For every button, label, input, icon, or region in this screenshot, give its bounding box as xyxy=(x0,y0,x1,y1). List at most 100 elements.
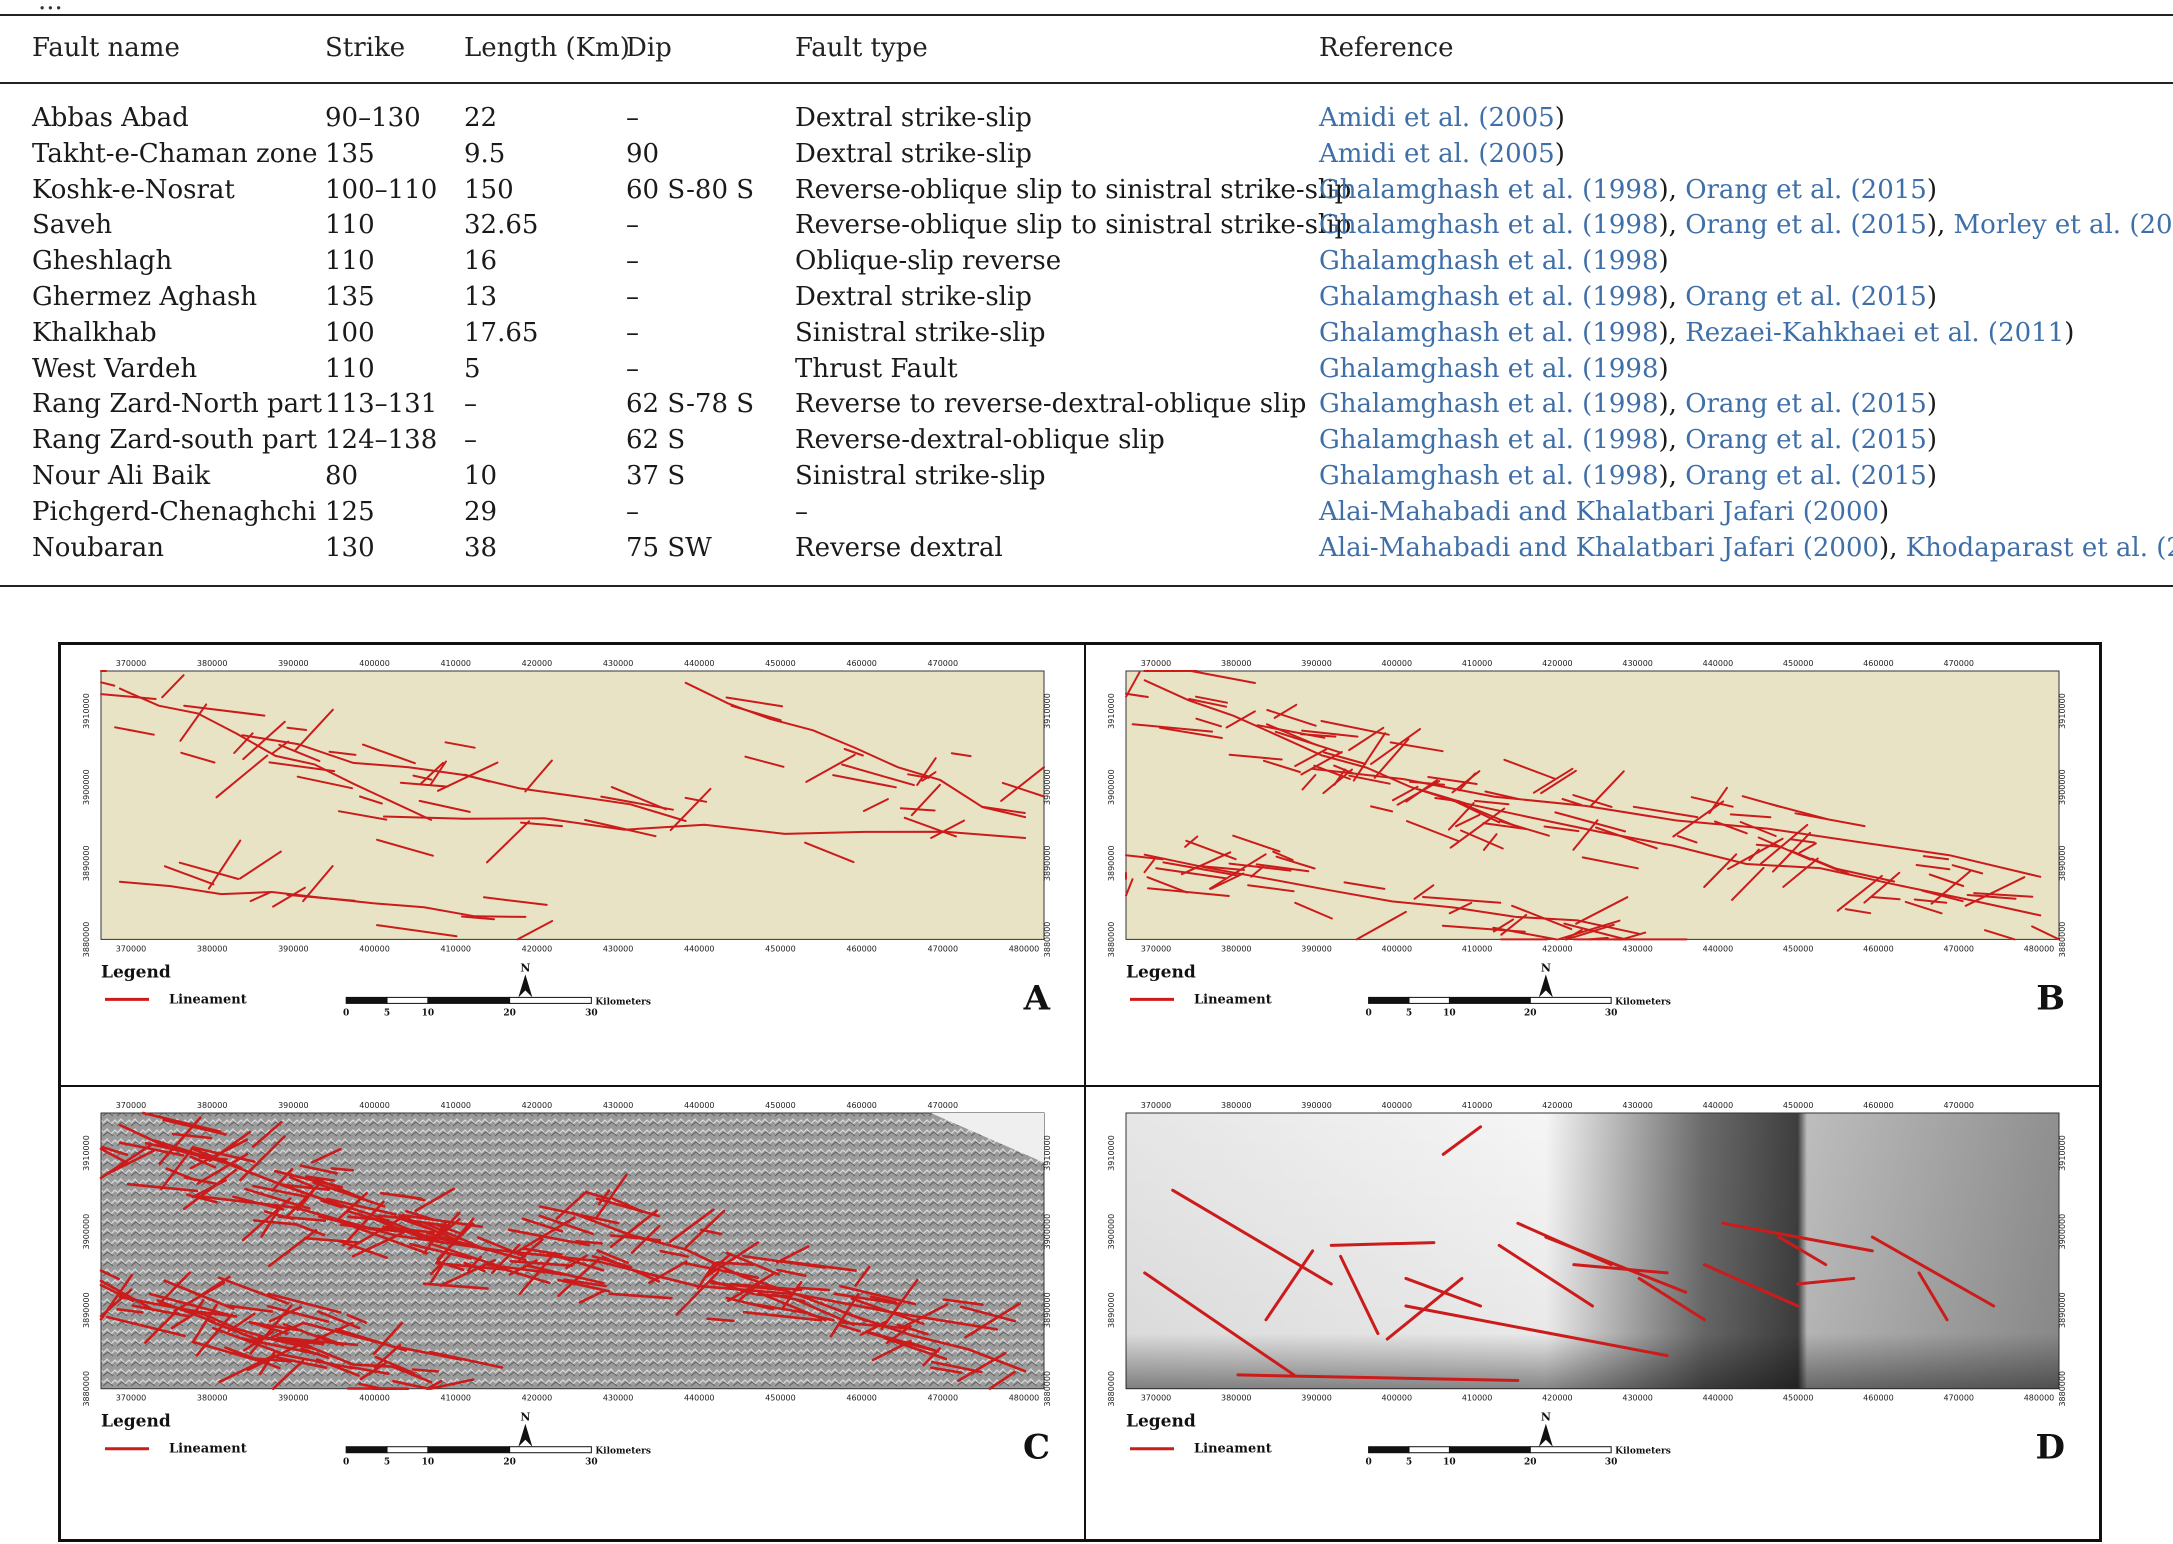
scale-bar-tick: 5 xyxy=(1406,1008,1412,1018)
reference-link[interactable]: Ghalamghash et al. (1998 xyxy=(1319,282,1659,312)
lineament xyxy=(428,1378,475,1391)
lineament xyxy=(1620,931,1647,941)
lineament xyxy=(430,1218,461,1244)
length-cell: 17.65 xyxy=(464,317,539,348)
reference-link[interactable]: Amidi et al. (2005 xyxy=(1319,103,1555,133)
lineament xyxy=(99,1147,130,1165)
lineament xyxy=(726,1272,775,1302)
lineament xyxy=(114,726,155,736)
lineament xyxy=(1370,728,1421,766)
reference-separator: , xyxy=(1889,532,1906,563)
x-tick-label-top: 390000 xyxy=(278,659,309,668)
reference-link[interactable]: Ghalamghash et al. (1998 xyxy=(1319,210,1659,241)
fault-type-cell: Reverse to reverse-dextral-oblique slip xyxy=(795,389,1307,420)
reference-close-paren: ) xyxy=(2064,317,2075,348)
reference-link[interactable]: Orang et al. (2015 xyxy=(1685,425,1927,456)
lineament xyxy=(99,1143,153,1180)
lineament xyxy=(929,1366,963,1375)
lineament xyxy=(315,1358,360,1377)
table-row: Noubaran 130 38 75 SW Reverse dextral Alai-Ma… xyxy=(0,530,2173,566)
reference-link[interactable]: Ghalamghash et al. (1998 xyxy=(1319,389,1659,420)
reference-link[interactable]: Orang et al. (2015 xyxy=(1685,389,1927,420)
lineament xyxy=(595,1173,628,1219)
dip-cell: 75 SW xyxy=(626,532,712,563)
x-tick-label-bottom: 470000 xyxy=(928,944,959,953)
legend-title: Legend xyxy=(101,962,171,982)
lineament xyxy=(99,1283,135,1303)
north-arrow-icon xyxy=(1538,1423,1553,1447)
lineament xyxy=(271,1355,328,1370)
lineament xyxy=(804,841,855,864)
reference-separator: , xyxy=(1937,210,1954,241)
lineament xyxy=(170,1312,196,1330)
x-tick-label-bottom: 450000 xyxy=(765,1394,796,1403)
reference-link[interactable]: Orang et al. (2015 xyxy=(1685,174,1927,205)
reference-link[interactable]: Ghalamghash et al. (1998 xyxy=(1319,425,1659,456)
reference-close-paren: ) xyxy=(1879,532,1890,563)
x-tick-label-bottom: 440000 xyxy=(1703,944,1734,953)
x-tick-label-top: 440000 xyxy=(684,1101,715,1110)
table-caption-fragment: ... xyxy=(0,0,2173,14)
lineament xyxy=(248,1320,289,1335)
lineament xyxy=(1262,759,1301,773)
scale-bar-unit: Kilometers xyxy=(595,997,651,1007)
reference-cell: Amidi et al. (2005) xyxy=(1319,136,1565,172)
lineament xyxy=(1180,851,1232,876)
reference-link[interactable]: Ghalamghash et al. (1998 xyxy=(1319,461,1659,491)
lineament xyxy=(239,850,282,880)
strike-cell: 125 xyxy=(325,496,375,527)
lineament xyxy=(349,1365,390,1376)
reference-link[interactable]: Ghalamghash et al. (1998 xyxy=(1319,353,1659,384)
lineament xyxy=(563,1278,607,1288)
reference-link[interactable]: Alai-Mahabadi and Khalatbari Jafari (200… xyxy=(1319,532,1880,563)
reference-cell: Alai-Mahabadi and Khalatbari Jafari (200… xyxy=(1319,530,2173,566)
lineament xyxy=(1782,857,1819,888)
reference-link[interactable]: Morley et al. (2009 xyxy=(1953,210,2173,241)
lineament xyxy=(1498,820,1550,837)
lineament xyxy=(520,821,563,828)
reference-link[interactable]: Ghalamghash et al. (1998 xyxy=(1319,174,1659,205)
lineament xyxy=(1427,776,1478,785)
lineament xyxy=(266,1305,330,1323)
lineament xyxy=(921,771,937,782)
lineament xyxy=(460,915,495,921)
lineament xyxy=(181,1307,206,1316)
lineament xyxy=(1333,764,1354,775)
lineament xyxy=(1739,821,1777,837)
panel-letter: B xyxy=(2036,978,2065,1018)
scale-bar-segment xyxy=(509,996,592,1004)
x-tick-label-bottom: 380000 xyxy=(197,944,228,953)
x-tick-label-top: 380000 xyxy=(1221,1101,1252,1110)
dip-cell: – xyxy=(626,210,639,241)
lineament xyxy=(988,1370,1016,1391)
reference-link[interactable]: Ghalamghash et al. (1998 xyxy=(1319,317,1659,348)
reference-link[interactable]: Orang et al. (2015 xyxy=(1685,282,1927,312)
strike-cell: 113–131 xyxy=(325,389,438,420)
x-tick-label-top: 390000 xyxy=(1301,659,1332,668)
lineament xyxy=(241,1197,292,1242)
fault-name-cell: Gheshlagh xyxy=(32,246,173,277)
x-tick-label-bottom: 480000 xyxy=(2024,944,2055,953)
lineament xyxy=(280,1183,345,1208)
lineament xyxy=(1964,876,2026,907)
reference-link[interactable]: Khodaparast et al. (2014 xyxy=(1905,532,2173,563)
lineament xyxy=(942,1298,984,1306)
lineament xyxy=(1208,853,1267,890)
lineament xyxy=(312,1181,386,1208)
reference-link[interactable]: Alai-Mahabadi and Khalatbari Jafari (200… xyxy=(1319,496,1880,527)
lineament xyxy=(1272,850,1294,862)
reference-link[interactable]: Orang et al. (2015 xyxy=(1685,210,1927,241)
reference-link[interactable]: Rezaei-Kahkhaei et al. (2011 xyxy=(1685,317,2065,348)
lineament xyxy=(565,1254,588,1270)
y-tick-label-right: 3900000 xyxy=(1043,1214,1052,1250)
x-tick-label-top: 460000 xyxy=(846,659,877,668)
table-row: Rang Zard-south part 124–138– 62 S Reverse-… xyxy=(0,422,2173,458)
legend-title: Legend xyxy=(1126,962,1196,982)
reference-link[interactable]: Ghalamghash et al. (1998 xyxy=(1319,246,1659,277)
lineament xyxy=(271,740,290,755)
lineament xyxy=(833,1292,901,1306)
reference-link[interactable]: Orang et al. (2015 xyxy=(1685,461,1927,491)
x-tick-label-top: 380000 xyxy=(197,1101,228,1110)
reference-link[interactable]: Amidi et al. (2005 xyxy=(1319,138,1555,169)
y-tick-label-right: 3910000 xyxy=(2058,693,2067,729)
